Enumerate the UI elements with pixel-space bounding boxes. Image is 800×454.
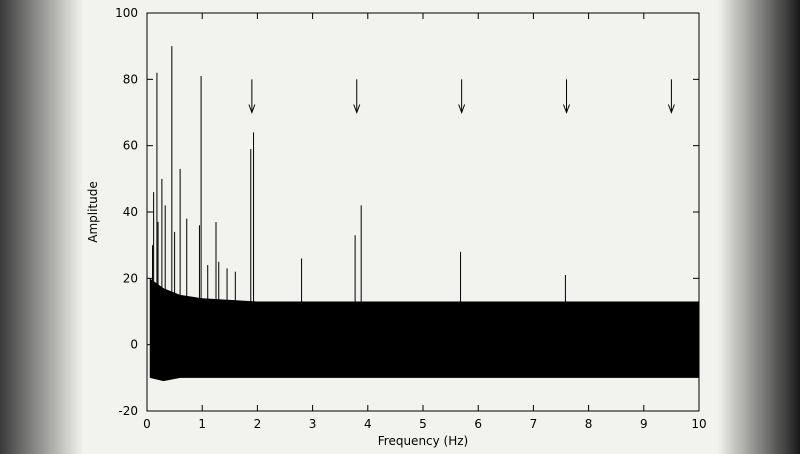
- arrow-head: [248, 104, 256, 114]
- noise-band: [149, 278, 699, 382]
- y-tick-label: 40: [123, 205, 138, 219]
- x-tick-label: 0: [143, 417, 151, 431]
- figure-background: [83, 0, 718, 450]
- y-tick-label: -20: [118, 404, 138, 418]
- x-tick-label: 6: [474, 417, 482, 431]
- x-axis-label: Frequency (Hz): [378, 434, 469, 448]
- y-axis-label: Amplitude: [86, 181, 100, 243]
- y-tick-label: 100: [115, 6, 138, 20]
- x-tick-label: 4: [364, 417, 372, 431]
- y-tick-label: 80: [123, 72, 138, 86]
- x-tick-label: 1: [198, 417, 206, 431]
- y-tick-label: 0: [130, 338, 138, 352]
- arrow-head: [458, 104, 466, 114]
- x-tick-label: 7: [530, 417, 538, 431]
- arrow-head: [353, 104, 361, 114]
- y-tick-label: 20: [123, 271, 138, 285]
- arrow-head: [667, 104, 675, 114]
- x-tick-label: 10: [691, 417, 706, 431]
- arrow-head: [563, 104, 570, 114]
- x-tick-label: 8: [585, 417, 593, 431]
- x-tick-label: 3: [309, 417, 317, 431]
- y-tick-label: 60: [123, 139, 138, 153]
- x-tick-label: 9: [640, 417, 648, 431]
- x-tick-label: 5: [419, 417, 427, 431]
- x-tick-label: 2: [254, 417, 262, 431]
